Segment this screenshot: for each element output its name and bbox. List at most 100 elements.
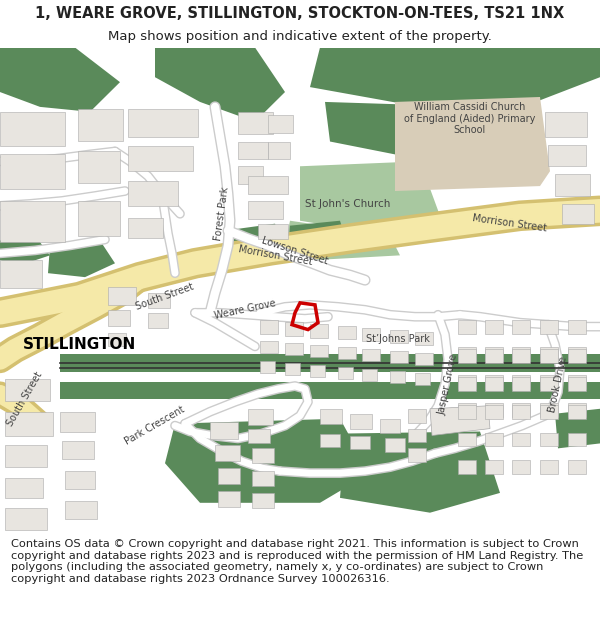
Bar [415, 353, 433, 365]
Text: St’Johns Park: St’Johns Park [366, 334, 430, 344]
Bar [380, 419, 400, 432]
Bar [65, 501, 97, 519]
Bar [485, 377, 503, 391]
Bar [485, 405, 503, 419]
Bar [390, 351, 408, 363]
Text: William Cassidi Church
of England (Aided) Primary
School: William Cassidi Church of England (Aided… [404, 102, 536, 136]
Text: South Street: South Street [134, 282, 196, 312]
Bar [210, 422, 238, 439]
Bar [78, 109, 123, 141]
Bar [128, 181, 178, 206]
Bar [540, 320, 558, 334]
Bar [215, 446, 240, 461]
Text: St John's Church: St John's Church [305, 199, 391, 209]
Bar [458, 349, 476, 363]
Bar [415, 332, 433, 346]
Bar [385, 439, 405, 452]
Bar [458, 375, 476, 389]
Polygon shape [300, 161, 440, 236]
Bar [268, 141, 290, 159]
Bar [320, 434, 340, 447]
Polygon shape [288, 221, 348, 258]
Bar [568, 348, 586, 361]
Text: Morrison Street: Morrison Street [237, 244, 313, 267]
Polygon shape [222, 224, 285, 263]
Bar [485, 460, 503, 474]
Bar [545, 112, 587, 137]
Bar [540, 403, 558, 417]
Bar [0, 154, 65, 189]
Bar [5, 412, 53, 436]
Bar [248, 201, 283, 219]
Bar [512, 375, 530, 389]
Bar [252, 471, 274, 486]
Bar [512, 432, 530, 446]
Bar [258, 224, 288, 239]
Bar [485, 348, 503, 361]
Bar [0, 201, 65, 242]
Bar [108, 332, 126, 346]
Bar [128, 217, 163, 238]
Bar [252, 448, 274, 463]
Bar [408, 429, 426, 442]
Bar [415, 373, 430, 385]
Bar [362, 369, 377, 381]
Bar [108, 310, 130, 326]
Bar [512, 377, 530, 391]
Polygon shape [165, 419, 370, 502]
Bar [238, 112, 273, 134]
Text: Brook Drive: Brook Drive [547, 355, 569, 413]
Bar [512, 349, 530, 363]
Bar [285, 363, 300, 375]
Bar [62, 441, 94, 459]
Bar [260, 361, 275, 373]
Bar [310, 365, 325, 377]
Bar [108, 287, 136, 305]
Bar [5, 379, 50, 401]
Bar [338, 326, 356, 339]
Bar [310, 324, 328, 338]
Bar [390, 329, 408, 344]
Bar [568, 320, 586, 334]
Bar [362, 328, 380, 341]
Bar [485, 375, 503, 389]
Text: Lowson Street: Lowson Street [260, 235, 329, 266]
Bar [512, 405, 530, 419]
Polygon shape [555, 409, 600, 448]
Text: Weare Grove: Weare Grove [213, 298, 277, 321]
Polygon shape [325, 102, 490, 161]
Bar [458, 377, 476, 391]
Bar [0, 260, 42, 288]
Text: Park Crescent: Park Crescent [123, 404, 187, 447]
Polygon shape [430, 406, 490, 436]
Bar [568, 403, 586, 417]
Bar [485, 432, 503, 446]
Bar [338, 348, 356, 359]
Polygon shape [0, 236, 50, 265]
Bar [568, 460, 586, 474]
Bar [568, 405, 586, 419]
Polygon shape [60, 382, 600, 399]
Polygon shape [155, 48, 285, 122]
Bar [568, 375, 586, 389]
Bar [458, 348, 476, 361]
Bar [128, 109, 198, 137]
Bar [458, 405, 476, 419]
Bar [148, 293, 170, 308]
Bar [568, 377, 586, 391]
Polygon shape [60, 354, 600, 372]
Bar [248, 176, 288, 194]
Bar [218, 491, 240, 507]
Text: Contains OS data © Crown copyright and database right 2021. This information is : Contains OS data © Crown copyright and d… [11, 539, 583, 584]
Text: STILLINGTON: STILLINGTON [23, 337, 137, 352]
Bar [218, 468, 240, 484]
Text: Map shows position and indicative extent of the property.: Map shows position and indicative extent… [108, 29, 492, 42]
Bar [512, 403, 530, 417]
Bar [390, 371, 405, 383]
Bar [485, 403, 503, 417]
Bar [78, 151, 120, 183]
Bar [310, 346, 328, 358]
Bar [458, 320, 476, 334]
Bar [260, 341, 278, 353]
Text: Forest Park: Forest Park [213, 186, 231, 241]
